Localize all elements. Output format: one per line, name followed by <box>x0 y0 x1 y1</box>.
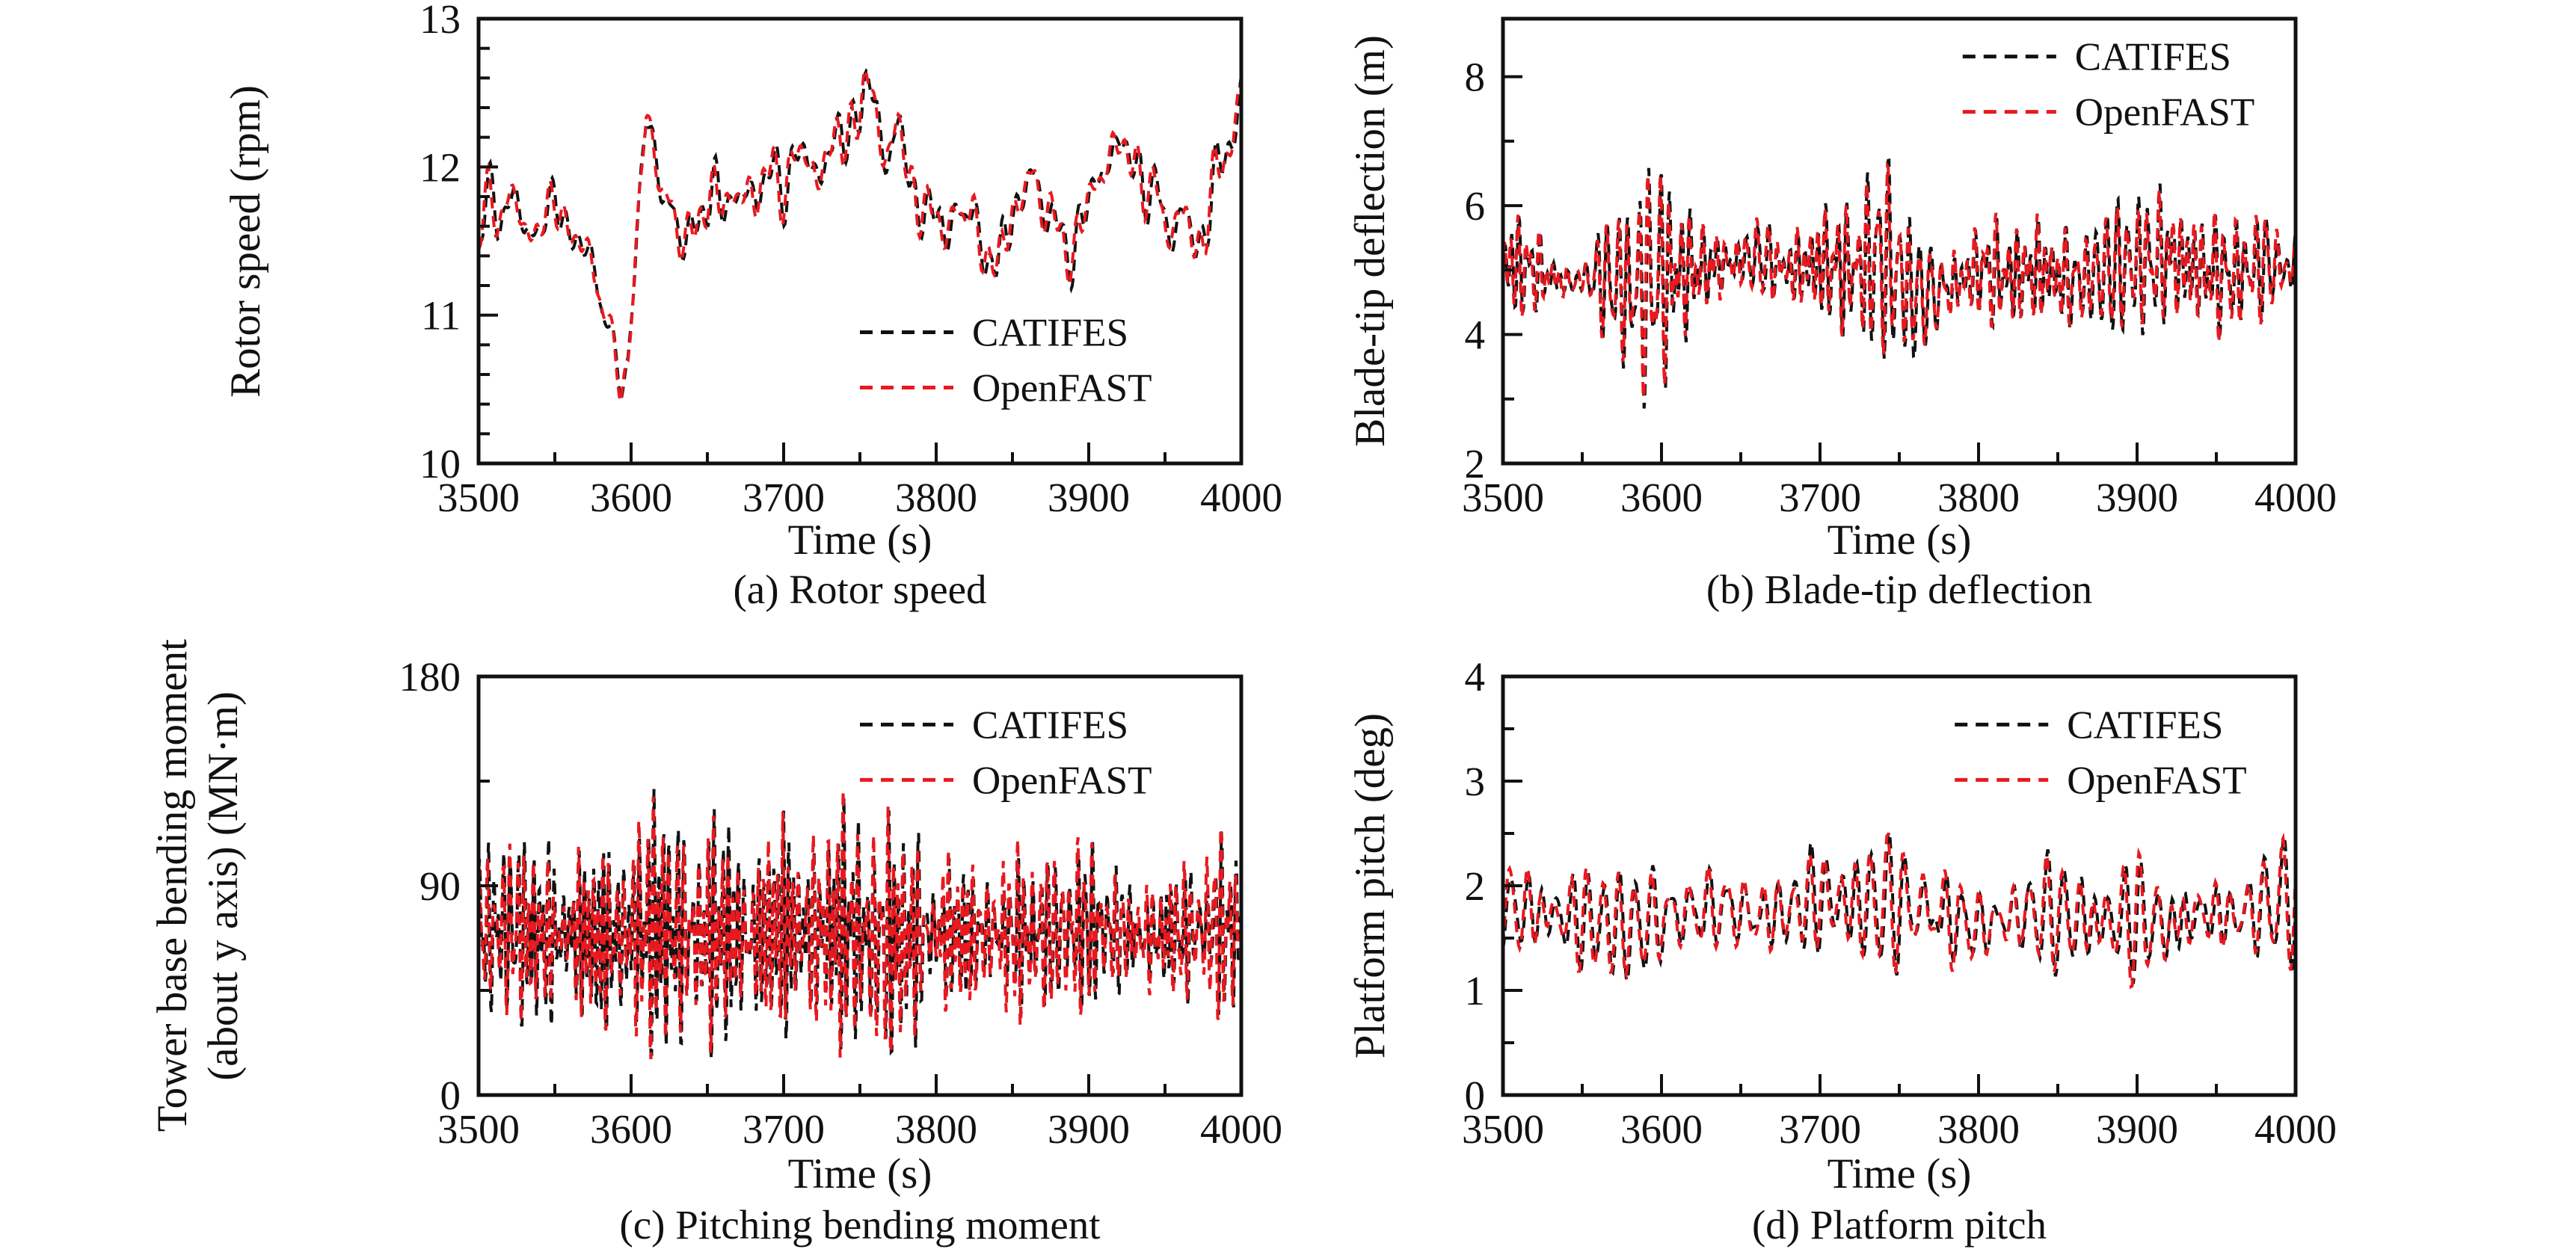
plot-area-a: 3500 3600 3700 3800 3900 4000 10 11 12 13 CATIFES O… <box>419 0 1282 520</box>
x-tick-label: 4000 <box>2254 1106 2337 1152</box>
x-tick-label: 3600 <box>590 1106 672 1152</box>
y-tick-labels: 10 11 12 13 <box>419 0 461 487</box>
x-tick-label: 3700 <box>1779 475 1861 520</box>
legend-label-catifes: CATIFES <box>972 703 1128 747</box>
x-tick-label: 3900 <box>1048 1106 1130 1152</box>
x-tick-label: 4000 <box>2254 475 2337 520</box>
y-axis-label-a: Rotor speed (rpm) <box>219 19 273 463</box>
x-tick-labels: 3500 3600 3700 3800 3900 4000 <box>1462 1106 2337 1152</box>
y-axis-label-b: Blade-tip deflection (m) <box>1344 4 1398 478</box>
y-tick-label: 3 <box>1465 759 1486 804</box>
legend: CATIFES OpenFAST <box>1955 703 2247 802</box>
series-line-openfast <box>1503 161 2296 398</box>
legend-label-openfast: OpenFAST <box>2067 759 2246 802</box>
plot-frame <box>1501 674 2298 1097</box>
x-tick-label: 3500 <box>437 475 520 520</box>
y-axis-label-c-line2: (about y axis) (MN·m) <box>200 691 247 1081</box>
y-tick-label: 4 <box>1465 654 1486 700</box>
x-tick-labels: 3500 3600 3700 3800 3900 4000 <box>1462 475 2337 520</box>
y-tick-label: 4 <box>1465 312 1486 358</box>
x-tick-label: 3900 <box>2096 475 2178 520</box>
x-tick-label: 4000 <box>1200 475 1282 520</box>
y-tick-label: 180 <box>399 654 461 700</box>
y-tick-label: 90 <box>419 863 461 909</box>
x-tick-label: 3500 <box>1462 1106 1544 1152</box>
y-axis-label-d-line1: Platform pitch (deg) <box>1347 712 1395 1059</box>
x-tick-label: 3600 <box>1620 1106 1703 1152</box>
x-axis-label-b: Time (s) <box>1827 517 1972 564</box>
y-axis-label-c: Tower base bending moment (about y axis)… <box>138 639 258 1132</box>
plot-area-d: 3500 3600 3700 3800 3900 4000 0 1 2 3 4 CATIFES Open… <box>1462 654 2337 1152</box>
y-axis-label-a-line1: Rotor speed (rpm) <box>222 84 270 398</box>
caption-d: (d) Platform pitch <box>1751 1202 2047 1248</box>
series-line-openfast <box>479 65 1241 402</box>
legend-label-openfast: OpenFAST <box>972 366 1152 410</box>
legend: CATIFES OpenFAST <box>860 311 1152 410</box>
caption-c: (c) Pitching bending moment <box>619 1202 1101 1248</box>
legend-label-catifes: CATIFES <box>2075 36 2231 79</box>
x-tick-label: 3700 <box>1779 1106 1861 1152</box>
series-group <box>479 65 1241 402</box>
y-tick-label: 10 <box>419 441 461 487</box>
legend-label-openfast: OpenFAST <box>972 759 1152 802</box>
x-axis-label-c: Time (s) <box>787 1150 932 1197</box>
x-tick-label: 3700 <box>743 1106 825 1152</box>
plot-area-c: 3500 3600 3700 3800 3900 4000 0 90 180 CATIFES Ope… <box>399 654 1283 1152</box>
legend: CATIFES OpenFAST <box>1962 36 2254 135</box>
x-tick-label: 3600 <box>590 475 672 520</box>
y-tick-label: 13 <box>419 0 461 42</box>
x-tick-labels: 3500 3600 3700 3800 3900 4000 <box>437 1106 1282 1152</box>
x-tick-label: 4000 <box>1200 1106 1282 1152</box>
x-tick-label: 3500 <box>1462 475 1544 520</box>
legend-label-catifes: CATIFES <box>972 311 1128 354</box>
x-tick-label: 3900 <box>1048 475 1130 520</box>
series-group <box>479 789 1241 1060</box>
y-tick-label: 1 <box>1465 968 1486 1014</box>
y-tick-label: 8 <box>1465 55 1486 100</box>
series-group <box>1503 158 2296 409</box>
x-tick-label: 3800 <box>895 475 977 520</box>
x-tick-label: 3800 <box>1937 1106 2020 1152</box>
caption-b: (b) Blade-tip deflection <box>1706 567 2093 612</box>
y-tick-label: 0 <box>1465 1073 1486 1118</box>
x-tick-label: 3800 <box>1937 475 2020 520</box>
x-tick-label: 3900 <box>2096 1106 2178 1152</box>
legend-label-catifes: CATIFES <box>2067 703 2223 747</box>
y-tick-label: 12 <box>419 144 461 190</box>
plot-area-b: 3500 3600 3700 3800 3900 4000 2 4 6 8 CATIFES OpenF… <box>1462 16 2337 520</box>
x-axis-label-a: Time (s) <box>787 517 932 564</box>
y-tick-label: 2 <box>1465 441 1486 487</box>
y-axis-label-c-line1: Tower base bending moment <box>149 639 197 1132</box>
x-axis-label-d: Time (s) <box>1827 1150 1972 1197</box>
plot-frame <box>1501 16 2298 466</box>
y-tick-labels: 0 90 180 <box>399 654 461 1118</box>
x-tick-labels: 3500 3600 3700 3800 3900 4000 <box>437 475 1282 520</box>
caption-a: (a) Rotor speed <box>733 567 987 612</box>
x-tick-label: 3800 <box>895 1106 977 1152</box>
y-axis-label-d: Platform pitch (deg) <box>1344 662 1398 1110</box>
series-line-openfast <box>479 790 1241 1060</box>
plot-frame <box>476 16 1244 466</box>
x-tick-label: 3500 <box>437 1106 520 1152</box>
y-tick-label: 0 <box>440 1073 461 1118</box>
series-line-openfast <box>1503 832 2296 990</box>
y-tick-label: 11 <box>421 293 461 339</box>
y-tick-label: 6 <box>1465 183 1486 229</box>
y-tick-label: 2 <box>1465 863 1486 909</box>
x-tick-label: 3600 <box>1620 475 1703 520</box>
series-group <box>1503 830 2296 990</box>
legend-label-openfast: OpenFAST <box>2075 91 2254 135</box>
legend: CATIFES OpenFAST <box>860 703 1152 802</box>
plot-frame <box>476 674 1244 1097</box>
y-tick-labels: 2 4 6 8 <box>1465 55 1486 487</box>
x-tick-label: 3700 <box>743 475 825 520</box>
y-tick-labels: 0 1 2 3 4 <box>1465 654 1486 1118</box>
y-axis-label-b-line1: Blade-tip deflection (m) <box>1347 35 1395 447</box>
